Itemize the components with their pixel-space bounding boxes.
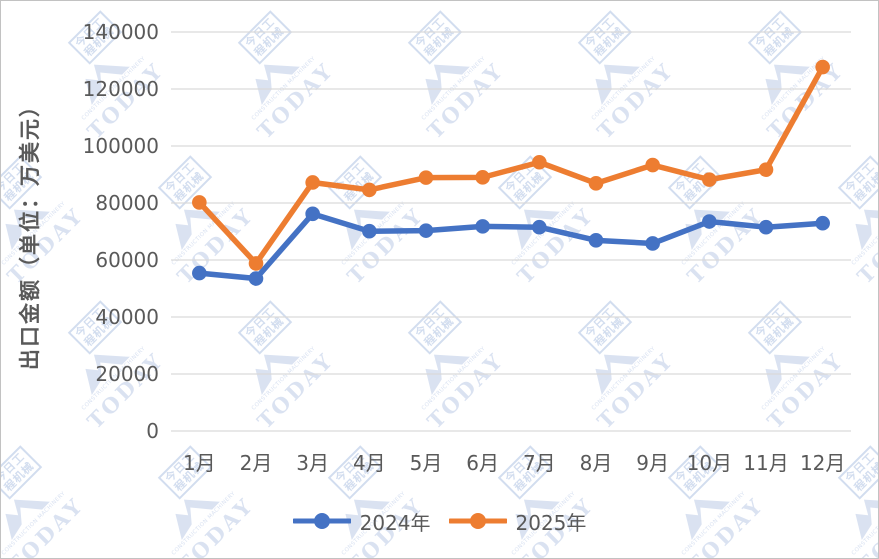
data-point [588, 233, 604, 248]
data-point [305, 175, 320, 190]
x-axis-label: 6月 [466, 451, 499, 475]
x-axis-label: 9月 [636, 451, 669, 475]
data-point [248, 271, 264, 286]
x-axis-label: 11月 [743, 451, 788, 475]
data-point [588, 176, 604, 191]
series-line-2024年 [196, 211, 826, 282]
y-tick-label: 40000 [95, 305, 159, 329]
data-point [532, 154, 547, 170]
x-axis-label: 7月 [523, 451, 556, 475]
x-axis-label: 12月 [800, 451, 845, 475]
data-point [475, 170, 490, 185]
data-point [645, 236, 660, 251]
data-point [702, 172, 717, 187]
chart-legend: 2024年 2025年 [1, 502, 878, 540]
data-point [815, 59, 830, 75]
data-point [532, 219, 547, 235]
data-point [192, 265, 207, 281]
y-tick-label: 120000 [83, 77, 159, 101]
y-tick-label: 140000 [83, 20, 159, 44]
legend-item-2024年: 2024年 [292, 507, 431, 536]
y-axis-title: 出口金额（单位：万美元） [18, 94, 42, 370]
y-tick-label: 100000 [83, 134, 159, 158]
legend-item-2025年: 2025年 [448, 507, 587, 536]
legend-marker-icon [292, 513, 351, 529]
legend-marker-icon [448, 513, 507, 529]
series-line-2025年 [196, 64, 826, 267]
data-point [645, 157, 660, 173]
data-point [702, 214, 717, 229]
x-axis-label: 10月 [687, 451, 732, 475]
y-tick-label: 60000 [95, 248, 159, 272]
legend-label: 2025年 [515, 510, 587, 535]
data-point [475, 219, 490, 234]
x-axis-label: 3月 [296, 451, 329, 475]
data-point [758, 162, 774, 177]
data-point [248, 256, 264, 271]
x-axis-label: 2月 [240, 451, 273, 475]
y-tick-label: 20000 [95, 362, 159, 386]
x-axis-label: 1月 [183, 451, 216, 475]
y-tick-label: 0 [146, 419, 159, 443]
data-point [192, 195, 207, 210]
x-axis-label: 4月 [353, 451, 386, 475]
data-point [362, 182, 377, 198]
data-point [418, 223, 434, 238]
data-point [418, 170, 434, 185]
data-point [815, 215, 830, 231]
y-tick-label: 80000 [95, 191, 159, 215]
data-point [305, 206, 320, 222]
x-axis-label: 5月 [410, 451, 443, 475]
x-axis-label: 8月 [580, 451, 613, 475]
data-point [362, 223, 377, 239]
data-point [758, 219, 774, 235]
legend-label: 2024年 [359, 510, 431, 535]
